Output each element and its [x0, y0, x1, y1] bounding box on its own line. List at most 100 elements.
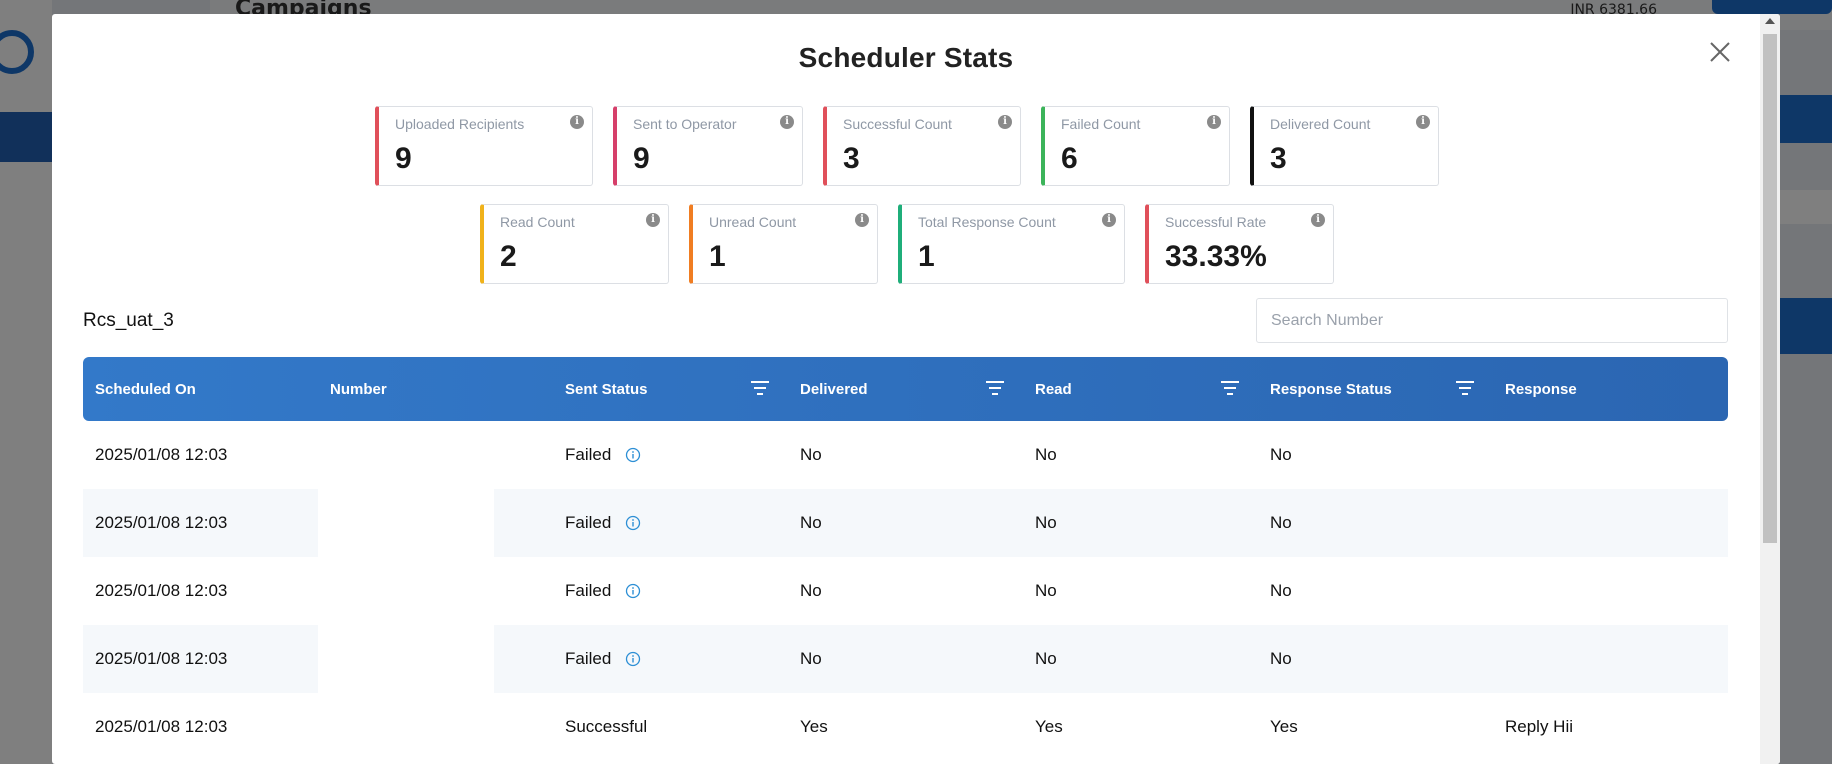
stat-card: Uploaded Recipients 9 i: [375, 106, 593, 186]
failure-info-icon[interactable]: [625, 515, 641, 531]
stat-value: 1: [709, 240, 726, 273]
table-cell-delivered: Yes: [788, 693, 1023, 761]
table-cell-delivered: No: [788, 625, 1023, 693]
cell-value: No: [800, 513, 822, 532]
table-header: Scheduled On Number Sent Status Delivered Re…: [83, 357, 1728, 421]
cell-value: 2025/01/08 12:03: [95, 649, 228, 668]
cell-value: Failed: [565, 581, 612, 600]
info-icon[interactable]: i: [780, 115, 794, 129]
stats-row-secondary: Read Count 2 i Unread Count 1 i Total Response…: [480, 204, 1334, 284]
scrollbar-thumb[interactable]: [1763, 34, 1777, 543]
info-icon[interactable]: i: [1102, 213, 1116, 227]
info-icon[interactable]: i: [998, 115, 1012, 129]
table-cell-sent-status: Successful: [553, 693, 788, 761]
cell-value: No: [1035, 445, 1057, 464]
table-cell-sent-status: Failed: [553, 557, 788, 625]
column-header-label: Response Status: [1270, 380, 1392, 398]
table-row[interactable]: 2025/01/08 12:03 Failed No No No: [83, 421, 1728, 489]
cell-value: Yes: [800, 717, 828, 736]
column-header: Number: [318, 357, 553, 421]
cell-value: No: [1035, 581, 1057, 600]
table-cell-sent-status: Failed: [553, 625, 788, 693]
table-cell-response-status: No: [1258, 557, 1493, 625]
table-cell-scheduled-on: 2025/01/08 12:03: [83, 625, 318, 693]
stat-card: Failed Count 6 i: [1041, 106, 1230, 186]
modal-scrollbar[interactable]: [1760, 14, 1780, 764]
stat-card: Sent to Operator 9 i: [613, 106, 803, 186]
info-icon[interactable]: i: [1311, 213, 1325, 227]
filter-icon[interactable]: [750, 380, 770, 396]
column-header-label: Sent Status: [565, 380, 648, 398]
stat-card: Unread Count 1 i: [689, 204, 878, 284]
table-cell-response: [1493, 421, 1728, 489]
info-icon[interactable]: i: [855, 213, 869, 227]
cell-value: 2025/01/08 12:03: [95, 513, 228, 532]
scroll-up-arrow-icon[interactable]: [1765, 18, 1775, 24]
info-icon[interactable]: i: [570, 115, 584, 129]
stat-card: Successful Count 3 i: [823, 106, 1021, 186]
cell-value: No: [1270, 513, 1292, 532]
cell-value: Failed: [565, 513, 612, 532]
cell-value: No: [1035, 513, 1057, 532]
table-cell-sent-status: Failed: [553, 421, 788, 489]
column-header-label: Number: [330, 380, 387, 398]
cell-value: No: [1270, 649, 1292, 668]
table-row[interactable]: 2025/01/08 12:03 Failed No No No: [83, 489, 1728, 557]
campaign-name: Rcs_uat_3: [83, 310, 174, 331]
info-icon[interactable]: i: [1416, 115, 1430, 129]
stats-row-primary: Uploaded Recipients 9 i Sent to Operator 9 i S…: [375, 106, 1439, 186]
table-cell-number: [318, 421, 553, 489]
stat-value: 9: [395, 142, 412, 175]
column-header: Scheduled On: [83, 357, 318, 421]
column-header-label: Read: [1035, 380, 1072, 398]
table-cell-scheduled-on: 2025/01/08 12:03: [83, 489, 318, 557]
close-button[interactable]: [1702, 34, 1738, 70]
table-body: 2025/01/08 12:03 Failed No No No 2025/01/08 1…: [83, 421, 1728, 761]
table-cell-response-status: No: [1258, 421, 1493, 489]
failure-info-icon[interactable]: [625, 447, 641, 463]
table-row[interactable]: 2025/01/08 12:03 Failed No No No: [83, 625, 1728, 693]
stat-card: Read Count 2 i: [480, 204, 669, 284]
stat-label: Unread Count: [709, 214, 797, 230]
cell-value: Failed: [565, 649, 612, 668]
cell-value: Yes: [1035, 717, 1063, 736]
cell-value: No: [1270, 581, 1292, 600]
stat-label: Successful Rate: [1165, 214, 1267, 230]
table-cell-response: [1493, 625, 1728, 693]
stat-value: 6: [1061, 142, 1078, 175]
column-header-label: Scheduled On: [95, 380, 196, 398]
table-cell-scheduled-on: 2025/01/08 12:03: [83, 557, 318, 625]
filter-icon[interactable]: [985, 380, 1005, 396]
failure-info-icon[interactable]: [625, 651, 641, 667]
cell-value: Reply Hii: [1505, 717, 1574, 736]
cell-value: 2025/01/08 12:03: [95, 581, 228, 600]
table-row[interactable]: 2025/01/08 12:03 Successful Yes Yes Yes Reply…: [83, 693, 1728, 761]
filter-icon[interactable]: [1455, 380, 1475, 396]
stat-label: Successful Count: [843, 116, 952, 132]
table-cell-number: [318, 693, 553, 761]
column-header: Read: [1023, 357, 1258, 421]
search-number-input[interactable]: [1256, 298, 1728, 343]
column-header-label: Delivered: [800, 380, 868, 398]
filter-icon[interactable]: [1220, 380, 1240, 396]
table-cell-number: [318, 557, 553, 625]
table-cell-response-status: No: [1258, 489, 1493, 557]
table-cell-scheduled-on: 2025/01/08 12:03: [83, 421, 318, 489]
stat-label: Delivered Count: [1270, 116, 1371, 132]
table-cell-delivered: No: [788, 557, 1023, 625]
scheduler-stats-modal: Scheduler Stats Uploaded Recipients 9 i Sen…: [52, 14, 1780, 764]
table-cell-response: [1493, 557, 1728, 625]
info-icon[interactable]: i: [1207, 115, 1221, 129]
stat-value: 1: [918, 240, 935, 273]
column-header: Sent Status: [553, 357, 788, 421]
info-icon[interactable]: i: [646, 213, 660, 227]
stat-label: Read Count: [500, 214, 575, 230]
table-cell-response-status: Yes: [1258, 693, 1493, 761]
table-cell-sent-status: Failed: [553, 489, 788, 557]
table-row[interactable]: 2025/01/08 12:03 Failed No No No: [83, 557, 1728, 625]
stat-value: 3: [843, 142, 860, 175]
failure-info-icon[interactable]: [625, 583, 641, 599]
cell-value: No: [1270, 445, 1292, 464]
table-cell-number: [318, 489, 494, 557]
column-header-label: Response: [1505, 380, 1577, 398]
